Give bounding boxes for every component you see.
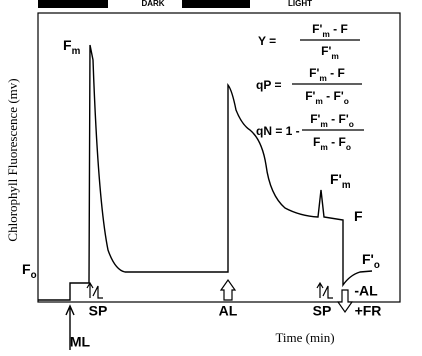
sp-label: SP <box>89 303 108 319</box>
eq-numerator: F'm - F <box>312 22 348 39</box>
subscript: o <box>346 142 351 152</box>
eq-denominator: F'm <box>321 44 339 61</box>
text-piece: F' <box>321 44 331 58</box>
eq-numerator: F'm - F'o <box>310 112 354 129</box>
plot-frame <box>37 12 401 303</box>
eq-lhs: qN = 1 - <box>256 124 300 138</box>
text-piece: - F' <box>323 89 344 103</box>
fm-label: Fm <box>63 37 81 57</box>
text-piece: F <box>313 135 320 149</box>
subscript: m <box>322 29 329 39</box>
sp-symbol <box>86 281 103 299</box>
f-label: F <box>354 208 363 224</box>
eq-denominator: Fm - Fo <box>313 135 351 152</box>
eq-lhs: qP = <box>256 78 281 92</box>
subscript: o <box>374 260 380 271</box>
text-piece: F' <box>305 89 315 103</box>
ml-arrow <box>65 304 75 350</box>
text-piece: F' <box>310 112 320 126</box>
subscript: m <box>320 119 327 129</box>
text-piece: - F <box>328 135 346 149</box>
fluorescence-trace <box>38 44 373 301</box>
text-piece: - F' <box>328 112 349 126</box>
al-label: AL <box>219 303 238 319</box>
fm-prime-label: F'm <box>330 171 351 191</box>
al-arrow <box>219 278 237 301</box>
eq-numerator: F'm - F <box>309 66 345 83</box>
minus-al-label: -AL <box>354 283 378 299</box>
fo-prime-label: F'o <box>362 251 380 271</box>
eq-denominator: F'm - F'o <box>305 89 349 106</box>
sp-symbol <box>316 281 333 299</box>
eq-lhs: Y = <box>258 34 276 48</box>
text-piece: F <box>63 37 72 53</box>
text-piece: F <box>354 208 363 224</box>
subscript: m <box>319 73 326 83</box>
subscript: m <box>315 96 322 106</box>
subscript: m <box>342 180 351 191</box>
text-piece: - F <box>330 22 348 36</box>
dark-bar <box>38 0 108 8</box>
text-piece: - F <box>327 66 345 80</box>
light-bar <box>182 0 250 8</box>
subscript: o <box>349 119 354 129</box>
subscript: m <box>72 46 81 57</box>
fr-arrow <box>336 289 354 314</box>
x-axis-label: Time (min) <box>275 330 334 345</box>
text-piece: F' <box>312 22 322 36</box>
fo-label: Fo <box>22 261 37 281</box>
fr-label: +FR <box>355 303 382 319</box>
dark-label: DARK <box>141 0 164 8</box>
text-piece: F <box>22 261 31 277</box>
y-axis-label: Chlorophyll Fluorescence (mv) <box>5 78 20 241</box>
text-piece: F' <box>309 66 319 80</box>
subscript: m <box>331 51 338 61</box>
light-label: LIGHT <box>288 0 312 8</box>
text-piece: F' <box>330 171 342 187</box>
ml-label: ML <box>70 334 91 350</box>
subscript: m <box>320 142 327 152</box>
sp-label: SP <box>313 303 332 319</box>
subscript: o <box>31 270 37 281</box>
text-piece: F' <box>362 251 374 267</box>
subscript: o <box>344 96 349 106</box>
